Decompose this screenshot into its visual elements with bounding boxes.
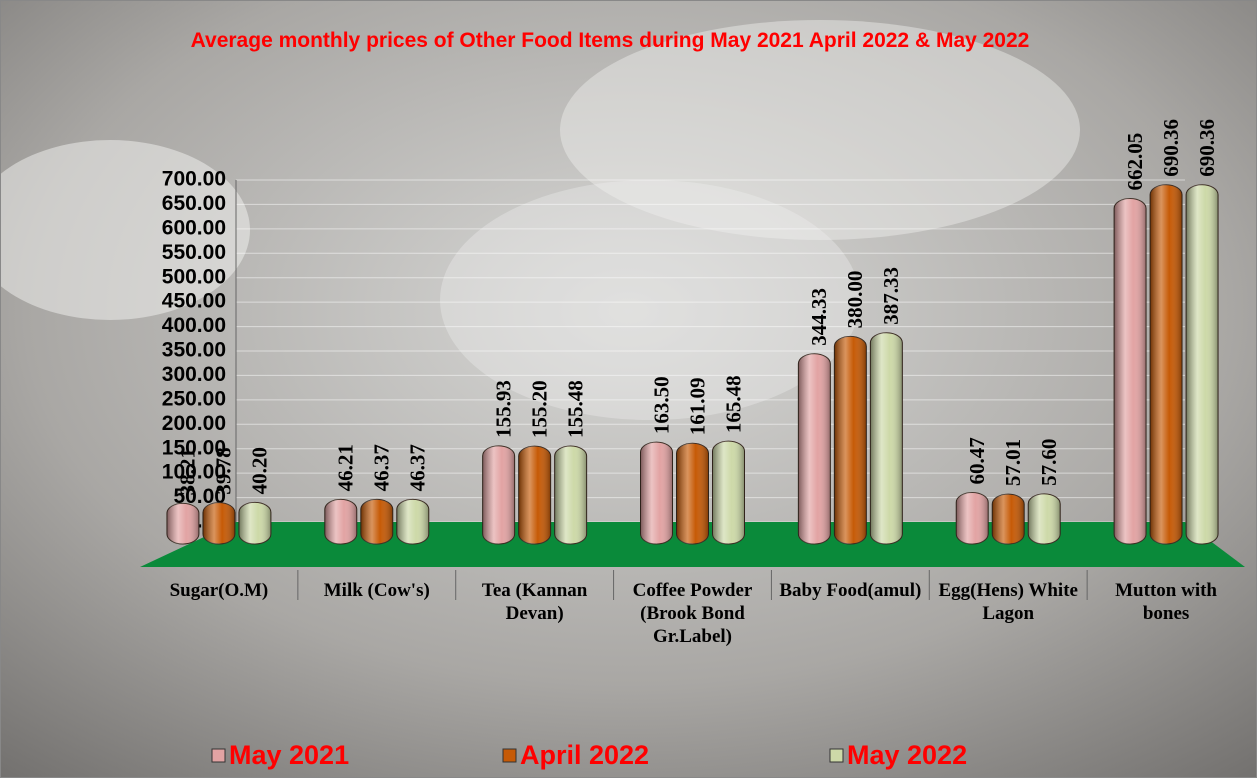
value-label: 165.48	[721, 375, 745, 433]
value-label: 690.36	[1159, 119, 1183, 177]
x-tick-box: Egg(Hens) White Lagon	[938, 580, 1078, 624]
value-label: 155.48	[563, 380, 587, 438]
bar-shading	[712, 441, 745, 544]
y-tick-label: 400.00	[162, 314, 226, 337]
y-tick-label: 550.00	[162, 241, 226, 264]
value-label: 39.78	[212, 447, 236, 494]
bar-shading	[834, 336, 867, 544]
bar-shading	[1028, 493, 1061, 544]
x-tick-box: Baby Food(amul)	[779, 580, 922, 601]
bar-shading	[870, 332, 903, 544]
value-label: 155.93	[491, 380, 515, 438]
bar-shading	[482, 445, 515, 544]
legend-marker	[502, 748, 517, 763]
value-label: 163.50	[649, 376, 673, 434]
value-label: 161.09	[685, 378, 709, 436]
value-label: 46.21	[334, 444, 358, 491]
y-tick-label: 650.00	[162, 192, 226, 215]
x-tick-label: Mutton with bones	[1115, 580, 1217, 624]
y-tick-label: 100.00	[162, 461, 226, 484]
title-box: Average monthly prices of Other Food Ite…	[190, 29, 1030, 52]
bar-shading	[396, 499, 429, 544]
value-label: 57.60	[1037, 439, 1061, 486]
y-tick-label: 150.00	[162, 436, 226, 459]
value-label: 60.47	[965, 437, 989, 484]
bar-shading	[202, 502, 235, 544]
value-label: 387.33	[879, 267, 903, 325]
bar-shading	[798, 353, 831, 544]
title-group: Average monthly prices of Other Food Ite…	[190, 29, 1030, 52]
decor	[440, 180, 860, 420]
value-label: 380.00	[843, 271, 867, 329]
bar-shading	[640, 442, 673, 544]
bar-shading	[676, 443, 709, 544]
chart-title: Average monthly prices of Other Food Ite…	[190, 29, 1030, 52]
y-tick-label: 300.00	[162, 363, 226, 386]
y-tick-label: 450.00	[162, 290, 226, 313]
x-tick-box: Coffee Powder (Brook Bond Gr.Label)	[632, 580, 753, 647]
y-tick-label: 50.00	[173, 485, 226, 508]
x-tick-box: Sugar(O.M)	[169, 580, 269, 601]
x-tick-label: Baby Food(amul)	[779, 580, 922, 601]
legend-label: April 2022	[520, 740, 649, 770]
legend-label: May 2022	[847, 740, 967, 770]
y-tick-label: 700.00	[162, 168, 226, 191]
y-tick-label: 250.00	[162, 387, 226, 410]
bar-shading	[360, 499, 393, 544]
x-tick-label: Egg(Hens) White Lagon	[938, 580, 1078, 624]
bar-shading	[992, 494, 1025, 544]
legend-label: May 2021	[229, 740, 349, 770]
bar-shading	[1114, 198, 1147, 544]
value-label: 662.05	[1123, 133, 1147, 191]
legend-marker	[211, 748, 226, 763]
value-label: 46.37	[406, 444, 430, 491]
value-label: 38.21	[176, 448, 200, 495]
x-tick-label: Coffee Powder (Brook Bond Gr.Label)	[632, 580, 753, 647]
x-tick-box: Milk (Cow's)	[323, 580, 430, 601]
x-tick-box: Mutton with bones	[1115, 580, 1217, 624]
x-tick-label: Sugar(O.M)	[169, 580, 269, 601]
bar-shading	[554, 446, 587, 544]
y-tick-label: 600.00	[162, 216, 226, 239]
y-tick-label: 500.00	[162, 265, 226, 288]
value-label: 690.36	[1195, 119, 1219, 177]
y-tick-label: 350.00	[162, 339, 226, 362]
bar-shading	[518, 446, 551, 544]
decor	[0, 140, 250, 320]
y-tick-label: 200.00	[162, 412, 226, 435]
bar-shading	[238, 502, 271, 544]
value-label: 57.01	[1001, 439, 1025, 486]
value-label: 344.33	[807, 288, 831, 346]
bar-shading	[166, 503, 199, 544]
legend-marker	[829, 748, 844, 763]
bar-shading	[1150, 184, 1183, 544]
bar-shading	[1186, 184, 1219, 544]
bar-shading	[956, 492, 989, 544]
x-tick-label: Milk (Cow's)	[323, 580, 430, 601]
decor	[560, 20, 1080, 240]
x-tick-box: Tea (Kannan Devan)	[481, 580, 588, 624]
bar-shading	[324, 499, 357, 544]
x-tick-label: Tea (Kannan Devan)	[481, 580, 588, 624]
value-label: 155.20	[527, 380, 551, 438]
value-label: 40.20	[248, 447, 272, 494]
value-label: 46.37	[370, 444, 394, 491]
